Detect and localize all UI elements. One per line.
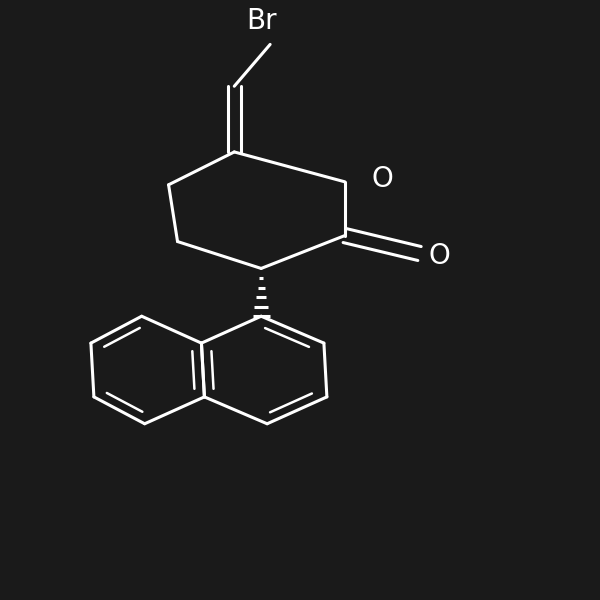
Text: Br: Br	[246, 7, 277, 35]
Text: O: O	[371, 165, 394, 193]
Text: O: O	[428, 242, 450, 271]
